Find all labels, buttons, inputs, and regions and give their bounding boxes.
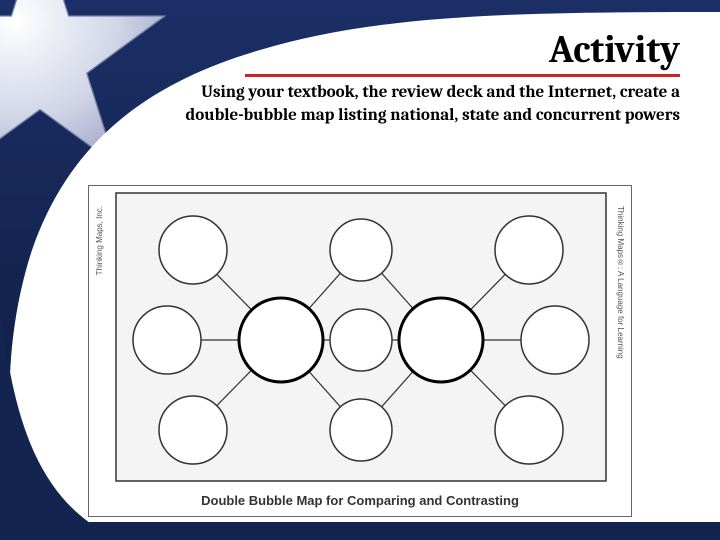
diagram-side-text-right: Thinking Maps®: A Language for Learning xyxy=(616,206,625,359)
instructions-text: Using your textbook, the review deck and… xyxy=(185,82,680,128)
bubble-main_right xyxy=(399,298,483,382)
diagram-side-text-left: Thinking Maps, Inc. xyxy=(95,206,104,275)
bubble-outer_ml xyxy=(133,306,201,374)
bubble-outer_tr xyxy=(495,216,563,284)
bubble-outer_br xyxy=(495,396,563,464)
bubble-outer_bl xyxy=(159,396,227,464)
diagram-caption: Double Bubble Map for Comparing and Cont… xyxy=(89,493,631,508)
bubble-mid_mid xyxy=(330,309,392,371)
bubble-outer_tl xyxy=(159,216,227,284)
bubble-main_left xyxy=(239,298,323,382)
double-bubble-svg xyxy=(115,192,607,482)
double-bubble-diagram: Thinking Maps, Inc. Thinking Maps®: A La… xyxy=(88,185,632,517)
bubble-mid_top xyxy=(330,219,392,281)
bubble-mid_bot xyxy=(330,399,392,461)
bubble-outer_mr xyxy=(521,306,589,374)
slide-title: Activity xyxy=(549,28,680,72)
title-underline xyxy=(245,74,680,77)
